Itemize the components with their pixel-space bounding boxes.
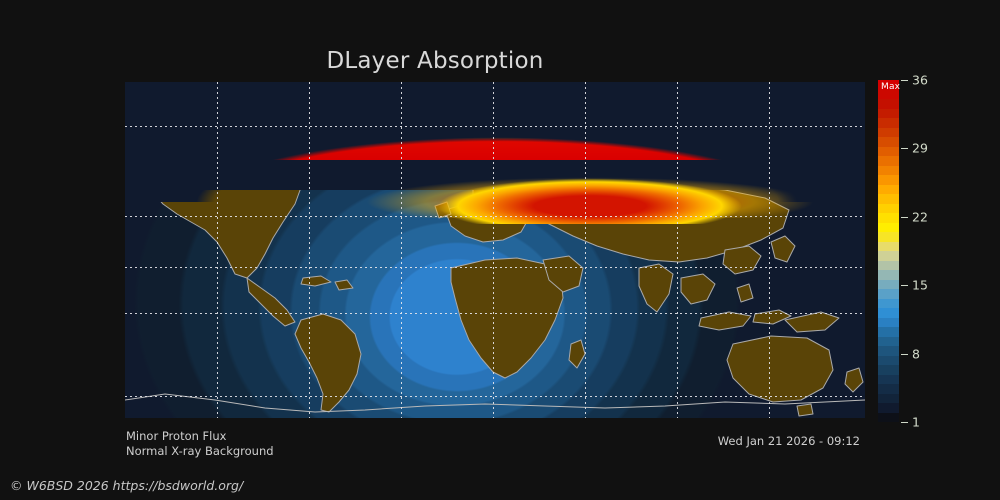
colorbar-segment	[878, 317, 899, 327]
colorbar-tick	[901, 353, 908, 355]
colorbar-segment	[878, 80, 899, 90]
timestamp: Wed Jan 21 2026 - 09:12	[717, 434, 860, 448]
colorbar-segment	[878, 213, 899, 223]
colorbar-segment	[878, 194, 899, 204]
colorbar-segment	[878, 403, 899, 413]
colorbar-tick-label: 36	[912, 72, 928, 88]
colorbar-segment	[878, 374, 899, 384]
colorbar-axis-label: Affected Frequency (MHz)	[932, 80, 1000, 422]
colorbar-segment	[878, 346, 899, 356]
south-band-terminator-curve	[125, 82, 865, 202]
colorbar-segment	[878, 175, 899, 185]
colorbar-segment	[878, 355, 899, 365]
colorbar-tick-label: 8	[912, 346, 920, 362]
colorbar-segment	[878, 146, 899, 156]
colorbar-segment	[878, 108, 899, 118]
colorbar-segment	[878, 384, 899, 394]
colorbar-tick-label: 15	[912, 277, 928, 293]
colorbar-segment	[878, 184, 899, 194]
colorbar-tick	[901, 216, 908, 218]
colorbar-segment	[878, 118, 899, 128]
colorbar-segment	[878, 279, 899, 289]
colorbar-segment	[878, 298, 899, 308]
colorbar-segment	[878, 127, 899, 137]
proton-flux-status: Minor Proton Flux	[126, 429, 227, 443]
colorbar-segment	[878, 156, 899, 166]
colorbar-tick-label: 29	[912, 140, 928, 156]
xray-background-status: Normal X-ray Background	[126, 444, 274, 458]
colorbar-segment	[878, 251, 899, 261]
colorbar-segment	[878, 241, 899, 251]
colorbar-segment	[878, 289, 899, 299]
colorbar-segment	[878, 99, 899, 109]
colorbar-tick	[901, 285, 908, 287]
colorbar-segment	[878, 412, 899, 422]
colorbar-segment	[878, 336, 899, 346]
colorbar-max-label: Max	[881, 82, 901, 92]
colorbar-segment	[878, 89, 899, 99]
colorbar-tick	[901, 148, 908, 150]
colorbar[interactable]	[878, 80, 899, 422]
colorbar-segment	[878, 393, 899, 403]
colorbar-segment	[878, 260, 899, 270]
colorbar-segment	[878, 327, 899, 337]
colorbar-tick-label: 22	[912, 209, 928, 225]
colorbar-segment	[878, 232, 899, 242]
world-absorption-map[interactable]	[125, 82, 865, 418]
colorbar-tick	[901, 422, 908, 423]
colorbar-segment	[878, 365, 899, 375]
colorbar-segment	[878, 203, 899, 213]
page-title: DLayer Absorption	[326, 48, 544, 74]
colorbar-segment	[878, 270, 899, 280]
colorbar-segment	[878, 165, 899, 175]
colorbar-tick-label: 1	[912, 414, 920, 430]
colorbar-tick	[901, 80, 908, 81]
colorbar-segment	[878, 222, 899, 232]
footer-credit: © W6BSD 2026 https://bsdworld.org/	[10, 478, 244, 493]
colorbar-segment	[878, 308, 899, 318]
status-block: Minor Proton Flux Normal X-ray Backgroun…	[126, 429, 274, 459]
map-gridlines	[125, 82, 865, 418]
map-antarctica	[125, 82, 865, 418]
colorbar-segment	[878, 137, 899, 147]
